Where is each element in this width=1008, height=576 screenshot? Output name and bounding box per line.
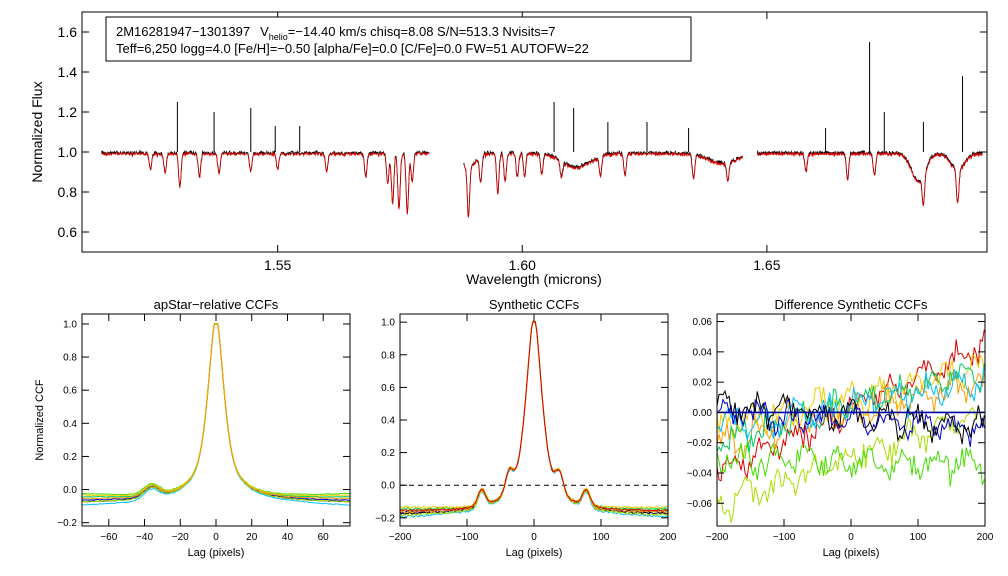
ccf1-series-line xyxy=(82,323,350,500)
ccf2-ytick-label: 0.6 xyxy=(381,383,395,394)
ccf2-xlabel: Lag (pixels) xyxy=(506,547,563,559)
spectrum-annotation-line2: Teff=6,250 logg=4.0 [Fe/H]=−0.50 [alpha/… xyxy=(116,41,589,56)
ccf2-ytick-label: 0.2 xyxy=(381,448,395,459)
ccf3-series-line xyxy=(717,442,985,487)
ccf2-ytick-label: 0.0 xyxy=(381,481,395,492)
ccf3-xtick-label: −200 xyxy=(706,532,729,543)
ccf2-title: Synthetic CCFs xyxy=(489,297,580,312)
ccf1-ytick-label: −0.2 xyxy=(57,518,77,529)
ccf1-plot: −60 −40 −20 0 20 40 60 −0.2 0.0 0.2 0.4 0.6 0.8 1.0 a… xyxy=(34,297,351,559)
ccf1-title: apStar−relative CCFs xyxy=(154,297,279,312)
ccf3-ytick-label: 0.06 xyxy=(693,317,713,328)
ccf3-series-line xyxy=(717,405,985,523)
ccf3-series-line xyxy=(717,389,985,445)
ccf2-plot: −200 −100 0 100 200 −0.2 0.0 0.2 0.4 0.6 0.8 1.0 Sy… xyxy=(375,297,677,559)
ccf3-xtick-label: 100 xyxy=(910,532,927,543)
spectrum-xtick-label: 1.60 xyxy=(509,257,536,273)
ccf3-xtick-label: 0 xyxy=(848,532,854,543)
ccf3-title: Difference Synthetic CCFs xyxy=(775,297,928,312)
ccf2-ytick-label: 0.8 xyxy=(381,350,395,361)
ccf2-ytick-label: −0.2 xyxy=(375,513,395,524)
annotation-v-sub: helio xyxy=(269,32,288,42)
ccf1-xtick-label: 0 xyxy=(213,532,219,543)
ccf3-plot: −200 −100 0 100 200 −0.06 −0.04 −0.02 0.00 0.02 0.… xyxy=(687,297,994,559)
spectrum-ytick-label: 1.2 xyxy=(58,104,78,120)
ccf1-xtick-label: −60 xyxy=(100,532,117,543)
spectrum-frame xyxy=(81,11,988,253)
ccf3-series-line xyxy=(717,329,985,482)
ccf2-series-line xyxy=(400,320,668,512)
ccf3-ytick-label: 0.02 xyxy=(693,378,713,389)
ccf2-frame xyxy=(399,313,669,527)
ccf1-series-line xyxy=(82,323,350,503)
ccf3-xlabel: Lag (pixels) xyxy=(823,547,880,559)
spectrum-model-line xyxy=(756,151,983,207)
ccf2-xtick-label: 0 xyxy=(531,532,537,543)
ccf1-series-line xyxy=(82,323,350,503)
ccf2-series-line xyxy=(400,320,668,513)
ccf2-series-line xyxy=(400,320,668,510)
ccf3-series-line xyxy=(717,353,985,440)
ccf1-series-line xyxy=(82,322,350,498)
ccf2-xtick-label: 200 xyxy=(660,532,677,543)
ccf3-ytick-label: 0.04 xyxy=(693,347,713,358)
ccf2-series-line xyxy=(400,321,668,519)
spectrum-ytick-label: 0.6 xyxy=(58,224,78,240)
spectrum-xtick-label: 1.65 xyxy=(753,257,780,273)
ccf1-xtick-label: 60 xyxy=(318,532,330,543)
ccf1-series-line xyxy=(82,323,350,496)
ccf2-xtick-label: 100 xyxy=(593,532,610,543)
ccf3-series-line xyxy=(717,367,985,442)
spectrum-ytick-label: 0.8 xyxy=(58,184,78,200)
ccf2-ytick-label: 1.0 xyxy=(381,318,395,329)
ccf1-series-line xyxy=(82,323,350,506)
spectrum-observed-line xyxy=(756,149,983,206)
ccf1-ytick-label: 0.8 xyxy=(63,353,77,364)
ccf3-xtick-label: 200 xyxy=(977,532,994,543)
ccf1-ytick-label: 0.4 xyxy=(63,419,77,430)
ccf1-ylabel: Normalized CCF xyxy=(34,379,46,461)
ccf3-ytick-label: −0.06 xyxy=(687,499,713,510)
ccf1-ytick-label: 0.0 xyxy=(63,485,77,496)
ccf1-ytick-label: 1.0 xyxy=(63,319,77,330)
ccf1-xlabel: Lag (pixels) xyxy=(188,547,245,559)
spectrum-ytick-label: 1.4 xyxy=(58,64,78,80)
ccf1-xtick-label: 20 xyxy=(246,532,258,543)
ccf2-ytick-label: 0.4 xyxy=(381,416,395,427)
ccf3-ytick-label: −0.02 xyxy=(687,438,713,449)
spectrum-ylabel: Normalized Flux xyxy=(29,81,45,182)
spectrum-observed-line xyxy=(463,149,743,217)
ccf2-xtick-label: −100 xyxy=(456,532,479,543)
ccf3-ytick-label: 0.00 xyxy=(693,408,713,419)
spectrum-model-line xyxy=(101,151,430,215)
ccf2-series-line xyxy=(400,321,668,514)
annotation-star-id: 2M16281947−1301397 xyxy=(116,24,250,39)
ccf1-ytick-label: 0.6 xyxy=(63,386,77,397)
spectrum-observed-line xyxy=(101,149,430,215)
ccf3-series-line xyxy=(717,363,985,453)
spectrum-annotation-box xyxy=(105,16,692,62)
spectrum-annotation-line1: 2M16281947−1301397 Vhelio=−14.40 km/s chi… xyxy=(116,24,556,42)
ccf1-xtick-label: −20 xyxy=(172,532,189,543)
ccf1-ytick-label: 0.2 xyxy=(63,452,77,463)
ccf3-ytick-label: −0.04 xyxy=(687,469,713,480)
annotation-rest: =−14.40 km/s chisq=8.08 S/N=513.3 Nvisit… xyxy=(288,24,556,39)
ccf2-series-line xyxy=(400,321,668,511)
spectrum-xtick-label: 1.55 xyxy=(264,257,291,273)
ccf2-xtick-label: −200 xyxy=(389,532,412,543)
ccf1-series-line xyxy=(82,323,350,497)
ccf2-series-line xyxy=(400,321,668,517)
ccf2-series-line xyxy=(400,320,668,514)
spectrum-model-line xyxy=(463,151,743,218)
ccf3-xtick-label: −100 xyxy=(773,532,796,543)
annotation-v: V xyxy=(260,24,269,39)
spectrum-ytick-label: 1.6 xyxy=(58,24,78,40)
spectrum-ytick-label: 1.0 xyxy=(58,144,78,160)
ccf1-xtick-label: 40 xyxy=(282,532,294,543)
ccf1-xtick-label: −40 xyxy=(136,532,153,543)
spectrum-plot: 1.55 1.60 1.65 0.6 0.8 1.0 1.2 1.4 1.6 Wavelengt… xyxy=(29,11,988,287)
spectrum-xlabel: Wavelength (microns) xyxy=(466,271,602,287)
ccf1-series-line xyxy=(82,323,350,501)
